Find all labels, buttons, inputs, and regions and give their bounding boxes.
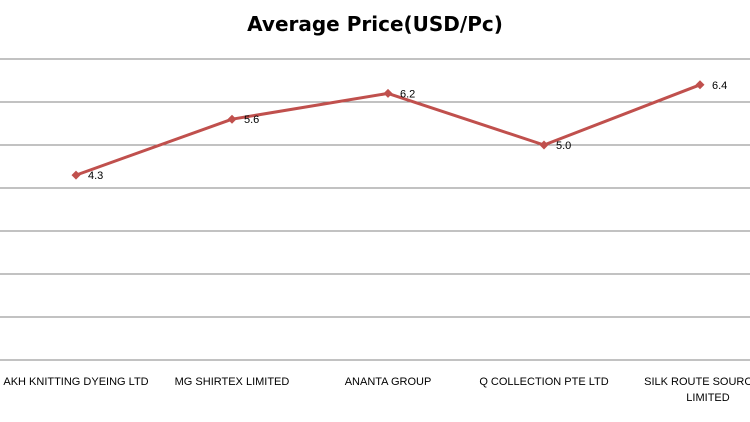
x-tick-label: AKH KNITTING DYEING LTD	[3, 376, 149, 388]
data-label: 6.4	[712, 80, 727, 92]
data-point-marker	[539, 140, 549, 150]
x-tick-label: ANANTA GROUP	[344, 376, 432, 388]
data-label: 5.6	[244, 114, 259, 126]
data-labels: 4.3 5.6 6.2 5.0 6.4	[88, 80, 727, 182]
x-tick-label: SILK ROUTE SOURCING LIMITED	[644, 376, 750, 404]
x-tick-label: Q COLLECTION PTE LTD	[479, 376, 609, 388]
series-line	[75, 83, 701, 177]
data-point-marker	[71, 170, 81, 180]
data-label: 6.2	[400, 88, 415, 100]
x-tick-label: MG SHIRTEX LIMITED	[174, 376, 290, 388]
chart-title: Average Price(USD/Pc)	[247, 12, 503, 36]
data-label: 5.0	[556, 140, 571, 152]
gridlines	[0, 58, 750, 361]
data-point-marker	[227, 114, 237, 124]
data-label: 4.3	[88, 170, 103, 182]
series-line-group	[71, 80, 705, 180]
data-point-marker	[695, 80, 705, 90]
data-point-marker	[383, 88, 393, 98]
